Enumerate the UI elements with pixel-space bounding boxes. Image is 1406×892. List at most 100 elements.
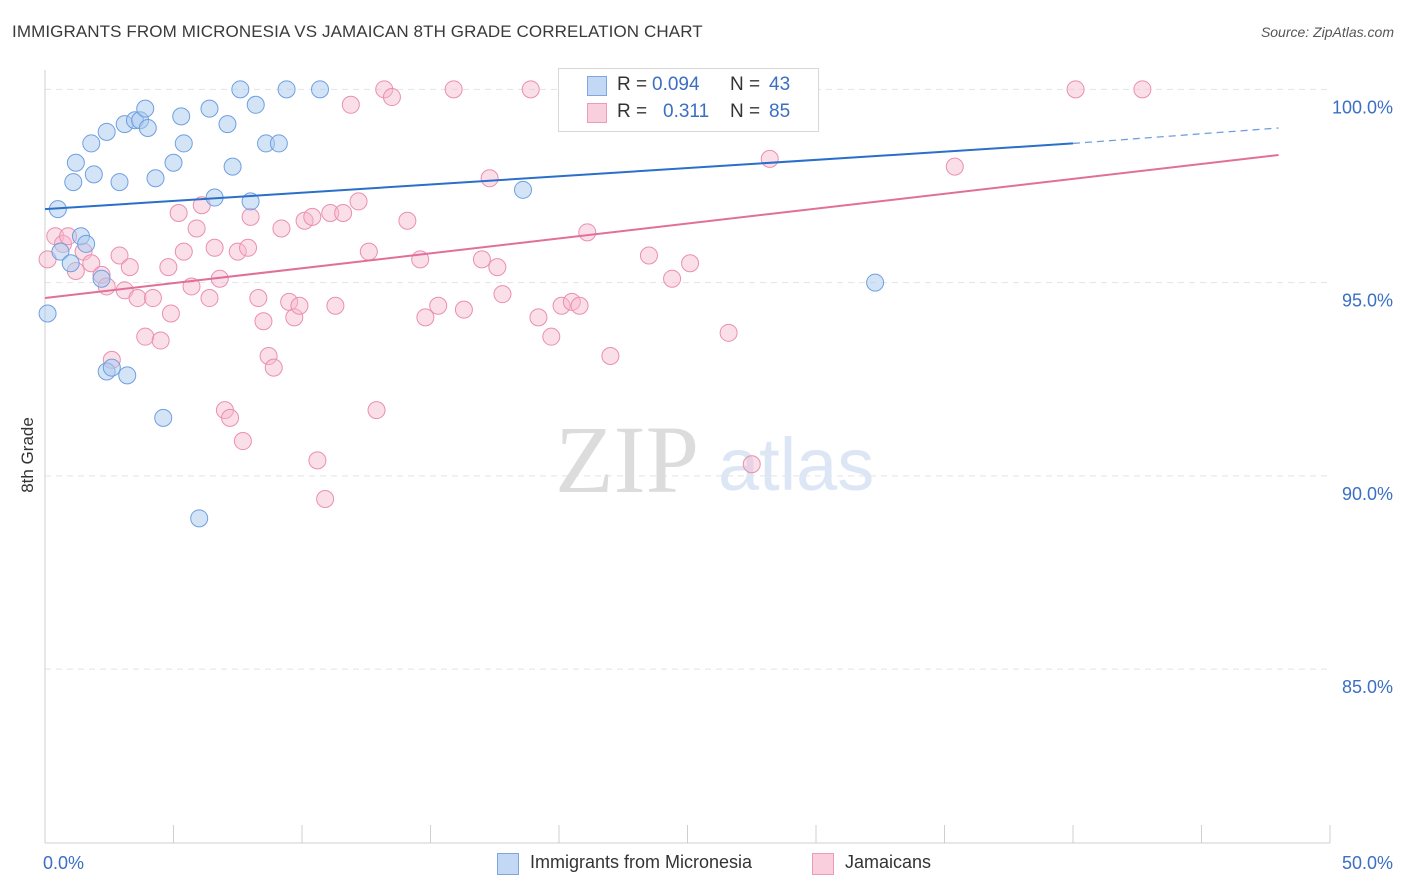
data-point-jamaicans bbox=[375, 80, 394, 99]
bottom-legend-swatch-pink bbox=[812, 853, 834, 875]
data-point-jamaicans bbox=[570, 296, 589, 315]
x-tick-label-max: 50.0% bbox=[1342, 853, 1393, 873]
data-point-jamaicans bbox=[272, 219, 291, 238]
data-point-jamaicans bbox=[359, 242, 378, 261]
data-point-jamaicans bbox=[742, 455, 761, 474]
data-point-jamaicans bbox=[187, 219, 206, 238]
data-point-jamaicans bbox=[82, 254, 101, 273]
data-point-micronesia bbox=[97, 122, 116, 141]
legend-n-label: N = bbox=[730, 74, 761, 95]
legend-r-label: R = bbox=[617, 74, 648, 95]
data-point-micronesia bbox=[164, 153, 183, 172]
y-tick-label: 85.0% bbox=[1342, 677, 1393, 697]
data-point-micronesia bbox=[514, 180, 533, 199]
data-point-jamaicans bbox=[416, 308, 435, 327]
data-point-jamaicans bbox=[159, 258, 178, 277]
data-point-jamaicans bbox=[205, 238, 224, 257]
data-point-jamaicans bbox=[308, 451, 327, 470]
data-point-jamaicans bbox=[316, 490, 335, 509]
data-point-jamaicans bbox=[663, 269, 682, 288]
data-point-micronesia bbox=[172, 107, 191, 126]
data-point-jamaicans bbox=[521, 80, 540, 99]
legend-n-value: 85 bbox=[769, 101, 791, 122]
data-point-jamaicans bbox=[681, 254, 700, 273]
data-point-micronesia bbox=[146, 169, 165, 188]
data-point-jamaicans bbox=[254, 312, 273, 331]
data-point-micronesia bbox=[269, 134, 288, 153]
data-point-micronesia bbox=[118, 366, 137, 385]
data-point-jamaicans bbox=[120, 258, 139, 277]
data-point-jamaicans bbox=[303, 207, 322, 226]
data-point-jamaicans bbox=[382, 88, 401, 107]
data-point-micronesia bbox=[84, 165, 103, 184]
data-point-micronesia bbox=[174, 134, 193, 153]
data-point-micronesia bbox=[190, 509, 209, 528]
data-point-jamaicans bbox=[444, 80, 463, 99]
y-tick-label: 100.0% bbox=[1332, 97, 1393, 117]
data-point-jamaicans bbox=[285, 308, 304, 327]
stats-legend: R = 0.094 N = 43 R = 0.311 N = 85 bbox=[558, 68, 819, 132]
bottom-legend-label: Immigrants from Micronesia bbox=[530, 852, 753, 872]
data-point-jamaicans bbox=[349, 192, 368, 211]
legend-swatch-pink bbox=[587, 103, 607, 123]
data-point-jamaicans bbox=[454, 300, 473, 319]
data-point-jamaicans bbox=[719, 323, 738, 342]
data-point-jamaicans bbox=[136, 327, 155, 346]
data-point-micronesia bbox=[154, 408, 173, 427]
legend-n-value: 43 bbox=[769, 74, 791, 95]
data-point-jamaicans bbox=[601, 347, 620, 366]
data-point-jamaicans bbox=[259, 347, 278, 366]
source-label: Source: ZipAtlas.com bbox=[1260, 24, 1394, 40]
data-point-micronesia bbox=[110, 173, 129, 192]
data-point-jamaicans bbox=[639, 246, 658, 265]
data-point-jamaicans bbox=[326, 296, 345, 315]
chart-title: IMMIGRANTS FROM MICRONESIA VS JAMAICAN 8… bbox=[12, 22, 703, 41]
data-point-jamaicans bbox=[367, 401, 386, 420]
data-point-jamaicans bbox=[221, 408, 240, 427]
y-tick-label: 95.0% bbox=[1342, 291, 1393, 311]
data-point-micronesia bbox=[64, 173, 83, 192]
data-point-jamaicans bbox=[151, 331, 170, 350]
watermark: ZIP atlas bbox=[555, 406, 874, 513]
data-point-jamaicans bbox=[480, 169, 499, 188]
data-point-jamaicans bbox=[578, 223, 597, 242]
data-point-jamaicans bbox=[169, 204, 188, 223]
data-point-jamaicans bbox=[552, 296, 571, 315]
data-point-jamaicans bbox=[429, 296, 448, 315]
trend-lines bbox=[44, 127, 1279, 300]
data-point-micronesia bbox=[102, 358, 121, 377]
data-point-micronesia bbox=[51, 242, 70, 261]
data-point-jamaicans bbox=[110, 246, 129, 265]
watermark-atlas: atlas bbox=[718, 423, 874, 506]
data-point-micronesia bbox=[218, 115, 237, 134]
legend-r-value: 0.311 bbox=[663, 101, 710, 122]
data-point-micronesia bbox=[77, 234, 96, 253]
data-point-micronesia bbox=[200, 99, 219, 118]
data-point-jamaicans bbox=[264, 358, 283, 377]
data-point-jamaicans bbox=[228, 242, 247, 261]
data-point-micronesia bbox=[82, 134, 101, 153]
data-point-jamaicans bbox=[472, 250, 491, 269]
data-point-micronesia bbox=[231, 80, 250, 99]
data-point-jamaicans bbox=[241, 207, 260, 226]
data-point-jamaicans bbox=[233, 432, 252, 451]
series-micronesia-points bbox=[38, 80, 885, 528]
data-point-jamaicans bbox=[143, 289, 162, 308]
data-point-micronesia bbox=[866, 273, 885, 292]
data-point-jamaicans bbox=[321, 204, 340, 223]
data-point-micronesia bbox=[136, 99, 155, 118]
bottom-legend-label: Jamaicans bbox=[845, 852, 932, 872]
trend-line-micronesia bbox=[44, 142, 1074, 211]
data-point-jamaicans bbox=[542, 327, 561, 346]
data-point-micronesia bbox=[66, 153, 85, 172]
data-point-micronesia bbox=[277, 80, 296, 99]
data-point-jamaicans bbox=[249, 289, 268, 308]
data-point-jamaicans bbox=[760, 149, 779, 168]
data-point-micronesia bbox=[246, 95, 265, 114]
trend-line-jamaicans bbox=[44, 154, 1279, 300]
data-point-micronesia bbox=[138, 118, 157, 137]
data-point-jamaicans bbox=[945, 157, 964, 176]
data-point-jamaicans bbox=[174, 242, 193, 261]
data-point-jamaicans bbox=[290, 296, 309, 315]
x-tick-label-min: 0.0% bbox=[43, 853, 84, 873]
